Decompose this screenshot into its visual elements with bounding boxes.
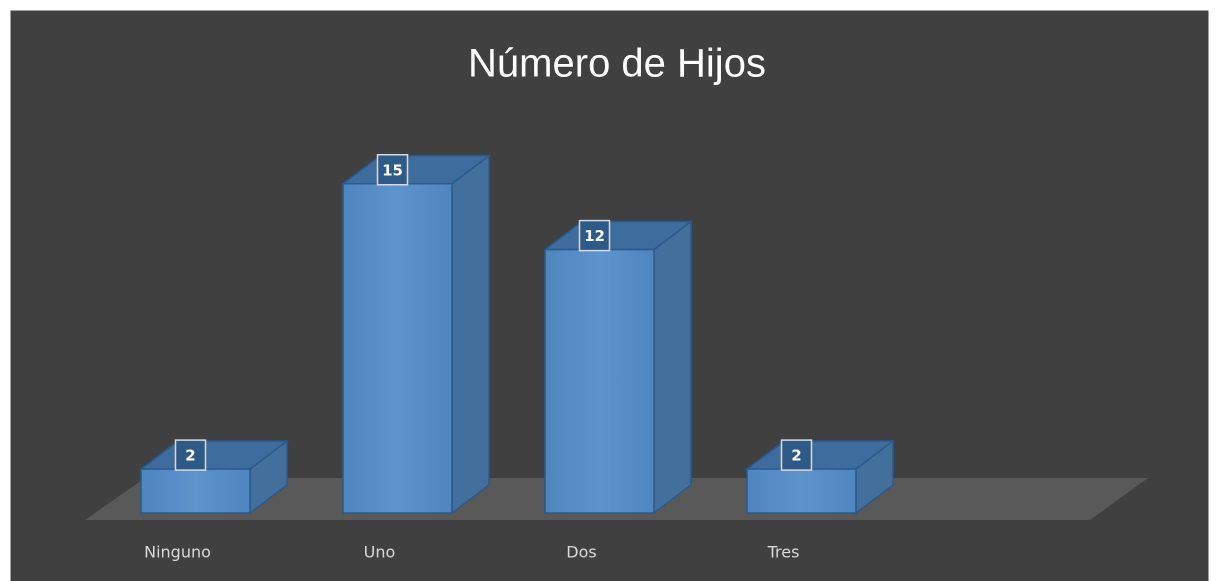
data-label: 2: [791, 447, 801, 465]
x-tick-label: Uno: [364, 543, 396, 562]
data-label-box: [780, 439, 813, 471]
bar: [140, 468, 251, 514]
data-label: 12: [584, 227, 605, 245]
data-label-box: [376, 154, 409, 186]
data-label: 15: [382, 161, 403, 179]
data-label-box: [174, 439, 207, 471]
data-label-box: [578, 219, 611, 252]
chart-title: Número de Hijos: [468, 42, 766, 86]
x-tick-label: Ninguno: [144, 543, 211, 562]
bar: [746, 468, 857, 514]
bar-side: [451, 154, 490, 515]
x-tick-label: Dos: [566, 543, 596, 562]
bar-side: [653, 220, 692, 515]
bar: [544, 248, 655, 514]
data-label: 2: [185, 447, 195, 465]
x-tick-label: Tres: [767, 543, 800, 562]
bar: [342, 183, 453, 514]
